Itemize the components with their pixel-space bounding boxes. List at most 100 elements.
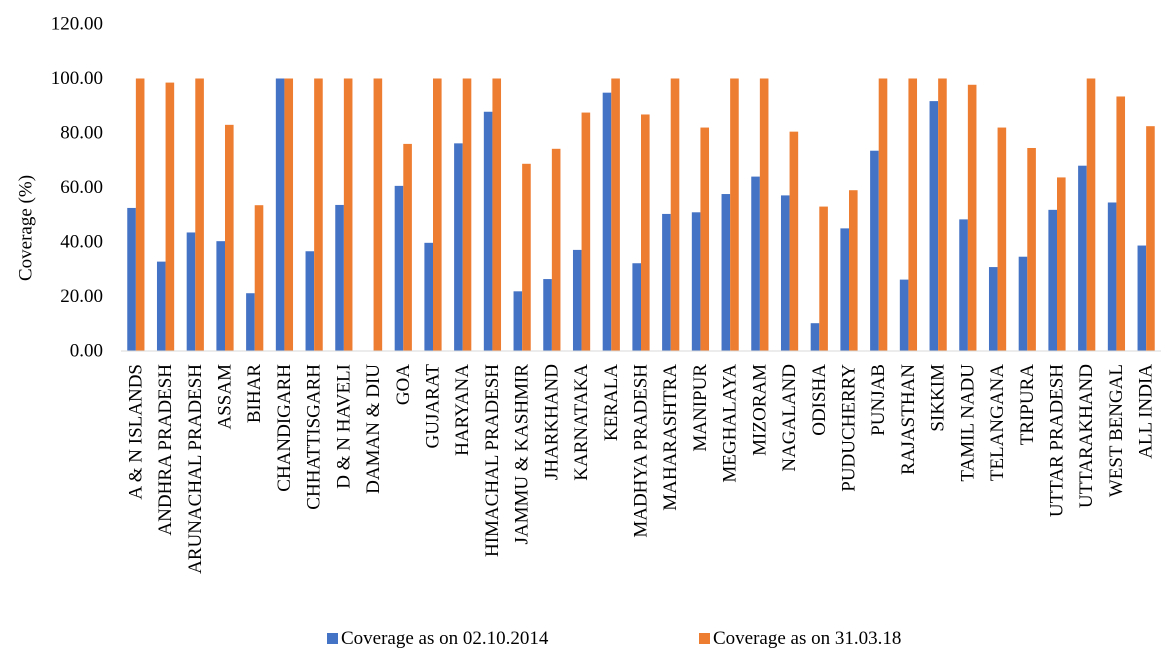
y-tick-label: 40.00 [60,232,103,253]
bar-coverage-2014 [543,279,552,351]
bar-coverage-2014 [1048,209,1057,351]
bar-coverage-2018 [878,78,888,351]
bar-coverage-2018 [759,78,769,351]
x-tick-label: GOA [393,364,414,405]
bar-coverage-2018 [343,78,353,351]
bar-coverage-2014 [275,78,285,351]
bar-coverage-2018 [522,163,531,351]
bar-coverage-2014 [1018,256,1028,351]
bar-coverage-2018 [967,84,977,352]
x-tick-label: KARNATAKA [571,364,592,481]
bar-coverage-2014 [662,213,671,351]
bar-coverage-2018 [314,78,323,351]
x-tick-label: MIZORAM [749,364,770,456]
x-tick-label: ANDHRA PRADESH [155,364,176,536]
x-tick-label: TELANGANA [987,364,1008,481]
bar-coverage-2014 [483,111,493,351]
bar-coverage-2014 [751,176,760,351]
legend: Coverage as on 02.10.2014 Coverage as on… [0,627,1161,650]
legend-swatch-2018 [699,633,710,644]
bar-coverage-2014 [840,228,849,352]
bar-coverage-2014 [780,195,790,351]
bar-coverage-2014 [156,261,166,351]
bar-coverage-2018 [462,78,472,351]
x-tick-label: SIKKIM [928,364,949,432]
y-tick-label: 100.00 [51,68,103,89]
bar-coverage-2014 [1107,202,1117,351]
x-tick-label: NAGALAND [779,364,800,472]
y-axis-label: Coverage (%) [16,175,37,281]
bar-coverage-2014 [216,241,225,351]
x-tick-label: HIMACHAL PRADESH [482,364,503,557]
x-tick-label: BIHAR [244,364,265,423]
bar-coverage-2014 [335,204,344,351]
x-tick-label: D & N HAVELI [333,364,354,489]
x-tick-label: WEST BENGAL [1106,364,1127,497]
bar-coverage-2018 [611,78,620,351]
bar-coverage-2018 [938,78,947,351]
bar-coverage-2014 [959,219,968,351]
x-tick-label: MEGHALAYA [720,364,741,483]
x-tick-label: KERALA [601,364,622,441]
x-tick-label: ARUNACHAL PRADESH [185,364,206,574]
bar-coverage-2018 [908,78,918,351]
bar-coverage-2014 [870,150,879,351]
x-tick-label: PUNJAB [868,364,889,436]
x-tick-label: ASSAM [215,364,236,430]
bar-coverage-2018 [254,205,264,351]
bar-coverage-2014 [988,267,998,351]
x-tick-label: TAMIL NADU [957,364,978,482]
bar-coverage-2014 [246,293,255,351]
bar-coverage-2018 [433,78,442,351]
bar-coverage-2018 [551,148,561,351]
x-tick-label: RAJASTHAN [898,364,919,475]
bar-coverage-2014 [513,291,523,351]
legend-swatch-2014 [327,633,338,644]
bar-coverage-2018 [1086,78,1096,351]
bar-coverage-2014 [305,251,315,351]
bar-coverage-2018 [1116,96,1126,351]
x-tick-label: HARYANA [452,364,473,456]
x-tick-label: UTTAR PRADESH [1047,364,1068,517]
bar-coverage-2018 [195,78,204,351]
x-tick-label: UTTARAKHAND [1076,364,1097,508]
bar-coverage-2018 [492,78,502,351]
bar-coverage-2018 [670,78,680,351]
x-tick-label: MANIPUR [690,364,711,452]
bar-coverage-2014 [1078,165,1087,351]
bar-coverage-2014 [394,185,404,351]
bar-coverage-2018 [284,78,294,351]
y-tick-label: 20.00 [60,286,103,307]
x-tick-label: GUJARAT [423,364,444,449]
bar-coverage-2014 [691,212,701,351]
x-tick-label: CHHATTISGARH [304,364,325,510]
bar-coverage-2018 [730,78,739,351]
bar-coverage-2018 [165,82,175,351]
y-tick-label: 80.00 [60,123,103,144]
x-tick-label: A & N ISLANDS [125,364,146,500]
x-tick-label: ALL INDIA [1136,364,1157,459]
bar-coverage-2018 [581,112,591,351]
bar-coverage-2014 [929,101,939,352]
bar-coverage-2014 [602,92,612,352]
bar-coverage-2018 [1057,177,1066,351]
bar-coverage-2018 [819,206,828,351]
bar-coverage-2014 [572,249,582,351]
bar-coverage-2014 [899,279,909,351]
x-tick-label: DAMAN & DIU [363,364,384,494]
bar-coverage-2014 [1137,245,1147,351]
bar-coverage-2018 [789,131,799,351]
bar-coverage-2018 [700,127,710,351]
bar-coverage-2018 [641,114,650,351]
y-tick-label: 120.00 [51,14,103,35]
bar-coverage-2014 [424,242,433,351]
x-tick-label: PUDUCHERRY [839,364,860,492]
bar-coverage-2018 [373,78,383,351]
bar-coverage-2018 [403,143,412,351]
x-tick-label: JAMMU & KASHMIR [512,364,533,545]
x-tick-label: TRIPURA [1017,364,1038,446]
bar-coverage-2018 [997,127,1007,351]
legend-label-2014: Coverage as on 02.10.2014 [341,628,549,649]
bar-coverage-2014 [127,207,136,351]
bar-coverage-2014 [186,232,196,351]
